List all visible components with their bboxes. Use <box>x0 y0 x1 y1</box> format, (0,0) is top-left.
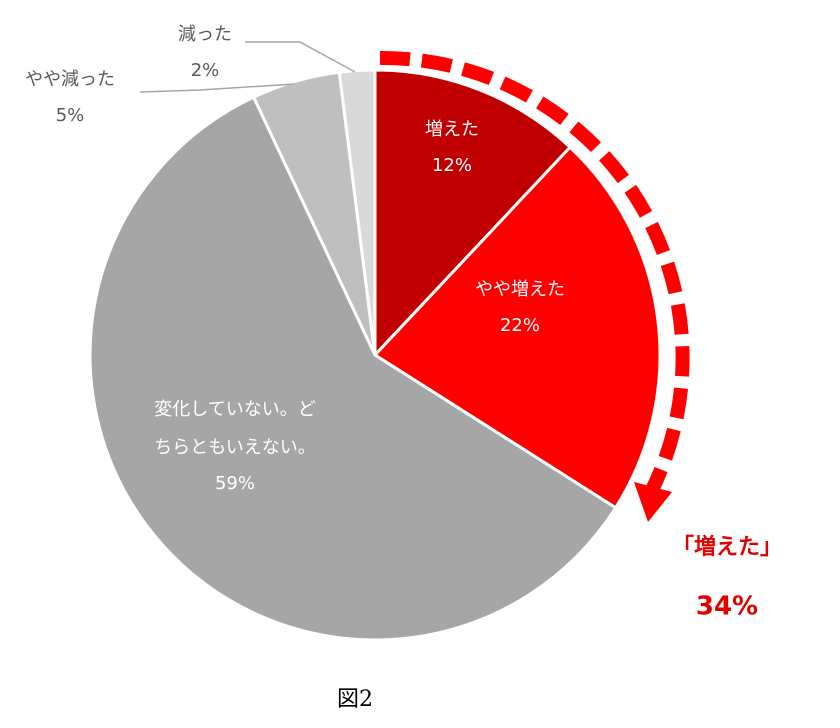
category-label: やや増えた <box>475 279 565 300</box>
category-label-line: ちらともいえない。 <box>154 437 316 458</box>
pie-slice <box>372 145 662 510</box>
caption: 図2 <box>337 687 373 712</box>
value-label: 2% <box>191 60 220 81</box>
category-label: 減った <box>178 24 232 45</box>
leader-line <box>245 41 356 73</box>
value-label: 12% <box>432 155 472 176</box>
sum-arc <box>379 50 690 494</box>
annotation-text: 「増えた」 <box>672 534 782 560</box>
value-label: 22% <box>500 315 540 336</box>
value-label: 5% <box>56 105 85 126</box>
pie-slice <box>373 68 573 359</box>
value-label: 59% <box>215 473 255 494</box>
category-label: 増えた <box>425 119 479 140</box>
annotation-value: 34% <box>696 592 758 622</box>
sum-arrowhead <box>634 482 672 522</box>
category-label-line: 変化していない。ど <box>154 399 315 420</box>
pie-slice <box>337 68 377 356</box>
category-label: 変化していない。どちらともいえない。 <box>154 399 316 458</box>
leader-line <box>139 83 296 93</box>
pie-slice <box>88 95 618 642</box>
category-label: やや減った <box>25 69 115 90</box>
